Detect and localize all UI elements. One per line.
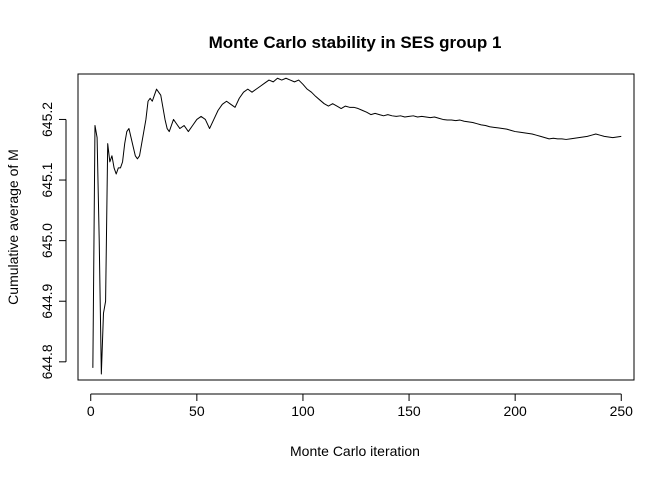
y-tick-label: 644.8	[39, 344, 55, 379]
chart-title: Monte Carlo stability in SES group 1	[209, 33, 502, 52]
x-tick-label: 0	[87, 403, 95, 419]
x-tick-label: 50	[189, 403, 205, 419]
y-tick-label: 644.9	[39, 284, 55, 319]
x-tick-label: 250	[610, 403, 634, 419]
y-axis-label: Cumulative average of M	[5, 149, 21, 305]
x-axis: 0 50 100 150 200 250	[87, 393, 634, 419]
y-axis: 644.8 644.9 645.0 645.1 645.2	[39, 102, 67, 379]
y-tick-label: 645.1	[39, 162, 55, 197]
plot-frame	[77, 73, 635, 381]
y-tick-label: 645.0	[39, 223, 55, 258]
x-axis-label: Monte Carlo iteration	[290, 443, 420, 459]
x-tick-label: 150	[397, 403, 421, 419]
y-tick-label: 645.2	[39, 102, 55, 137]
x-tick-label: 100	[291, 403, 315, 419]
series-line	[92, 77, 622, 375]
x-tick-label: 200	[503, 403, 527, 419]
